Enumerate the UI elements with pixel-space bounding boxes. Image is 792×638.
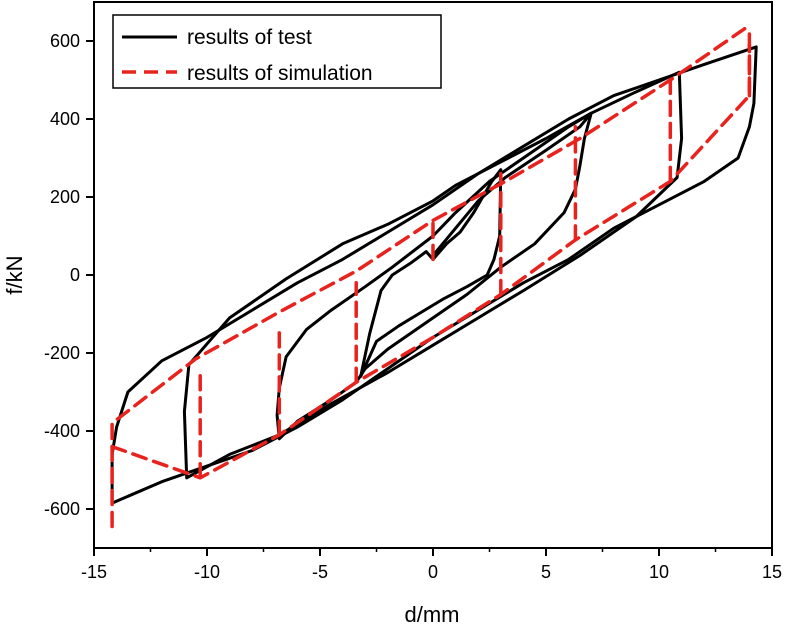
x-tick-label-5: 10: [649, 562, 669, 582]
series-1: [110, 23, 752, 529]
legend: results of test results of simulation: [112, 14, 442, 89]
y-tick-label-5: 400: [50, 109, 80, 129]
x-tick-label-6: 15: [762, 562, 782, 582]
y-tick-label-4: 200: [50, 187, 80, 207]
legend-label-test: results of test: [187, 26, 312, 49]
series-0-loop-2: [182, 70, 684, 480]
y-tick-label-6: 600: [50, 31, 80, 51]
x-axis-title: d/mm: [405, 602, 460, 627]
y-tick-label-3: 0: [70, 265, 80, 285]
y-tick-label-1: -400: [44, 421, 80, 441]
series-1-loop-1: [110, 31, 752, 480]
series-0-loop-0: [359, 168, 503, 378]
x-tick-label-0: -15: [81, 562, 107, 582]
series-1-loop-0: [110, 23, 752, 529]
x-tick-label-4: 5: [541, 562, 551, 582]
y-tick-label-0: -600: [44, 499, 80, 519]
legend-box: [112, 14, 442, 89]
ticks-layer: -15 -10 -5 0 5 10 15 -600 -400 -200 0 200 400 600: [44, 31, 782, 582]
series-layer: [110, 23, 758, 529]
y-axis-title: f/kN: [2, 255, 27, 294]
y-tick-label-2: -200: [44, 343, 80, 363]
x-tick-label-1: -10: [194, 562, 220, 582]
series-0-loop-3: [110, 45, 758, 505]
legend-label-simulation: results of simulation: [187, 62, 373, 85]
series-0: [110, 45, 758, 505]
series-0-loop-1: [275, 111, 593, 441]
x-tick-label-2: -5: [312, 562, 328, 582]
x-tick-label-3: 0: [428, 562, 438, 582]
